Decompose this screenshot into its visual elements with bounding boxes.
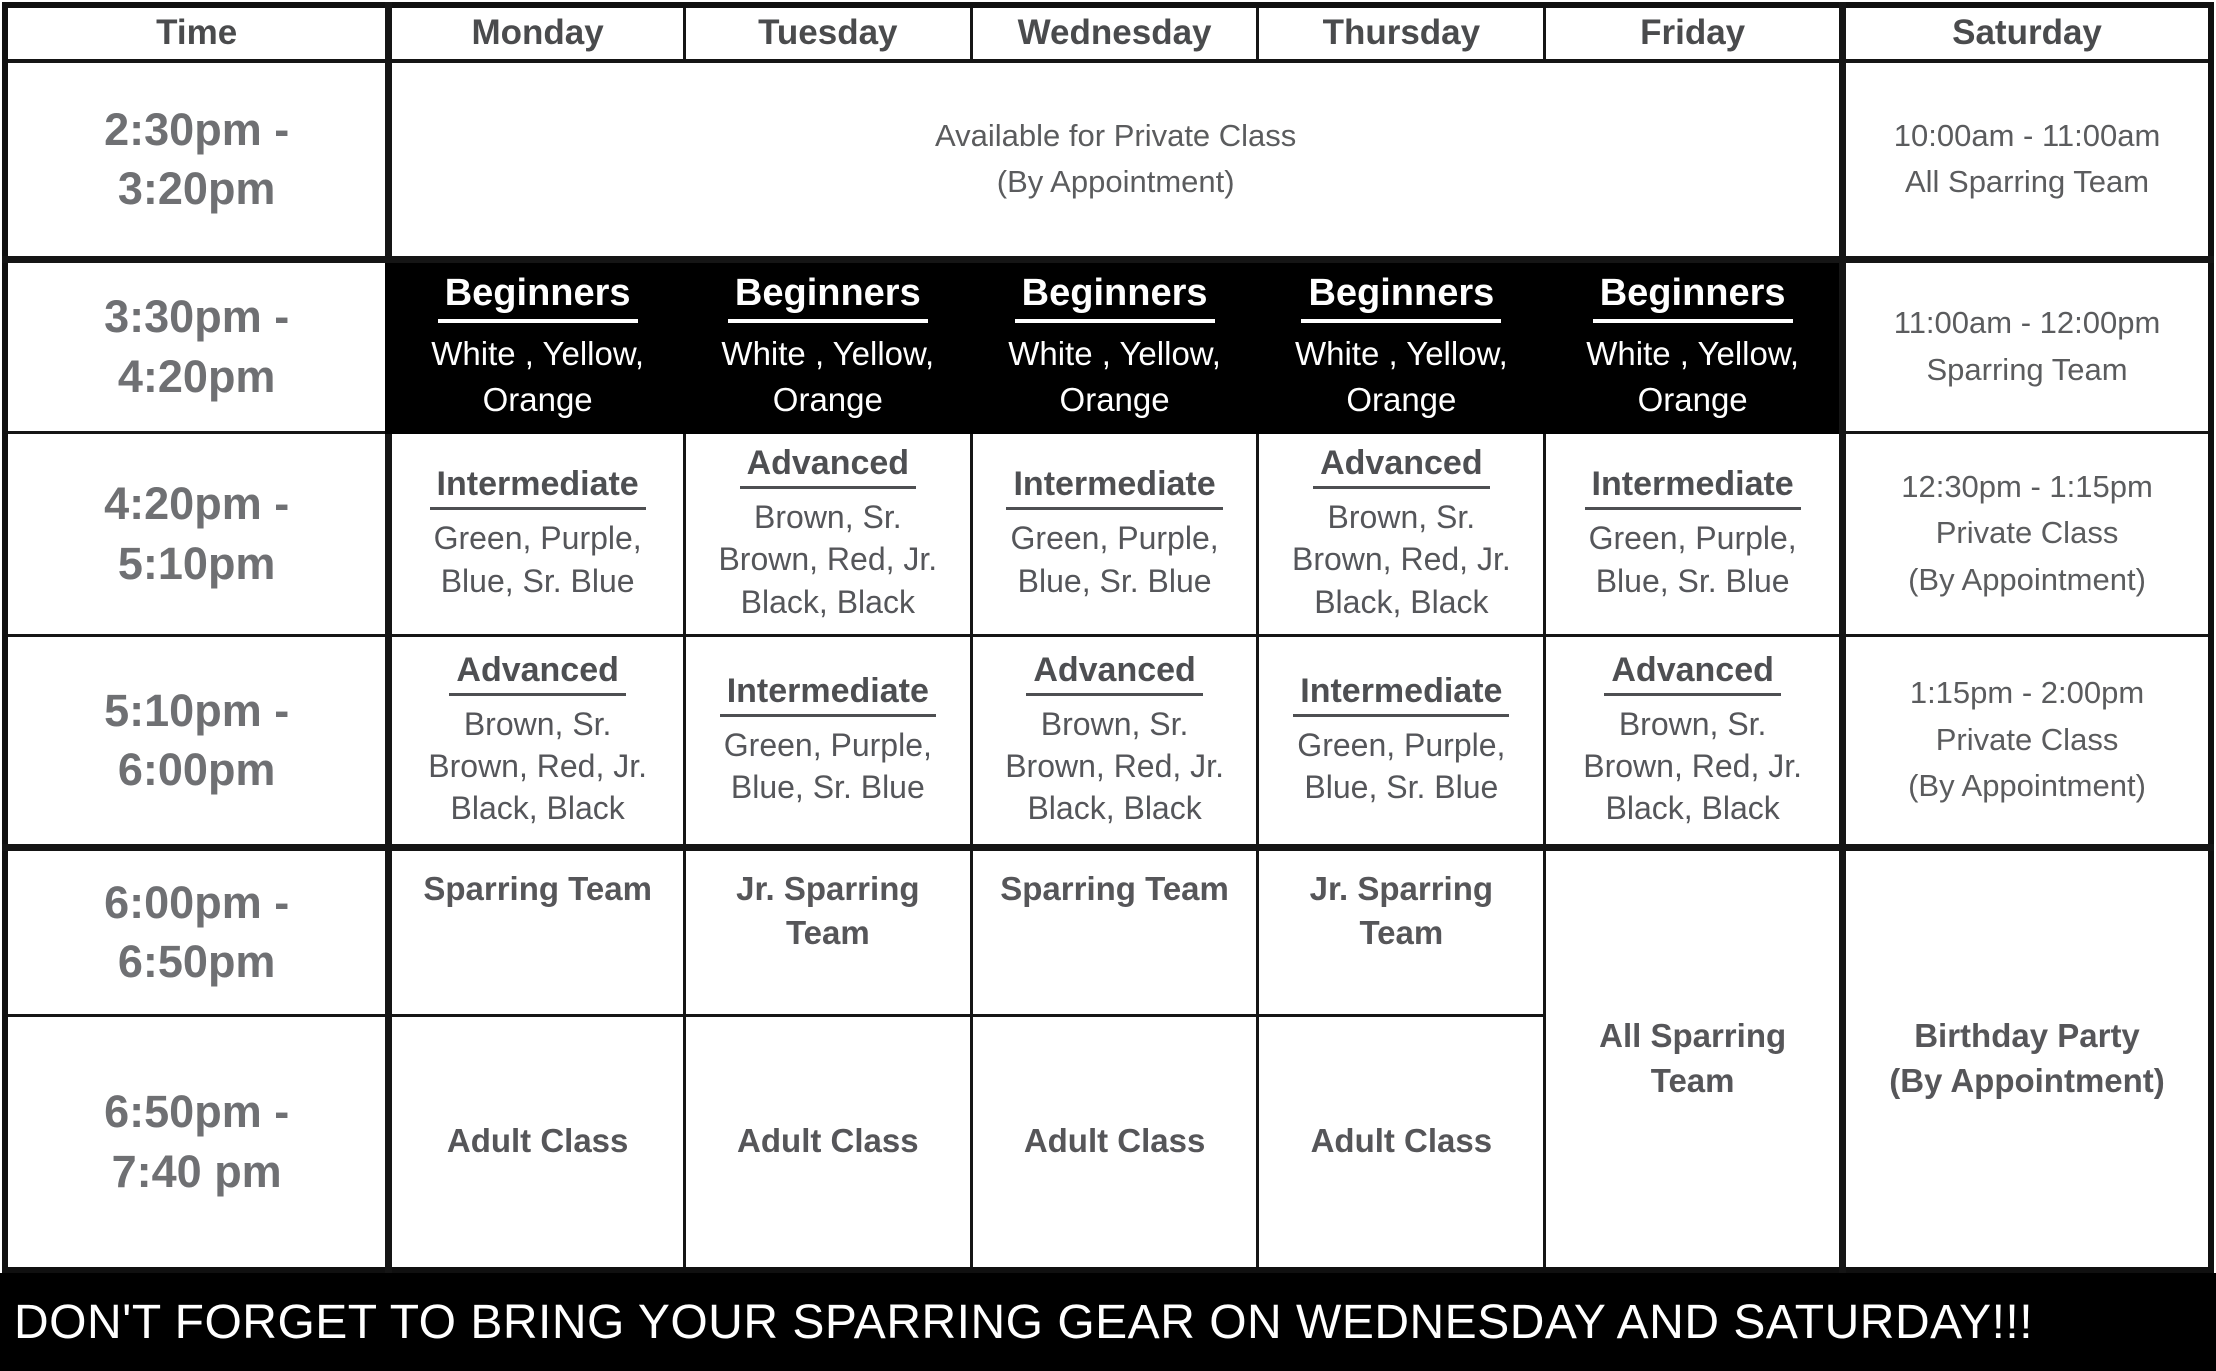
cell-sat-sparring-team: 11:00am - 12:00pm Sparring Team bbox=[1839, 257, 2213, 434]
class-belts: Green, Purple, Blue, Sr. Blue bbox=[723, 726, 932, 806]
reminder-banner: DON'T FORGET TO BRING YOUR SPARRING GEAR… bbox=[0, 1273, 2216, 1371]
row-230pm: 2:30pm - 3:20pm Available for Private Cl… bbox=[3, 59, 2213, 263]
cell-thursday-beginners: Beginners White , Yellow, Orange bbox=[1256, 257, 1547, 434]
time-slot-420pm: 4:20pm - 5:10pm bbox=[3, 430, 391, 637]
cell-friday-advanced-510: Advanced Brown, Sr. Brown, Red, Jr. Blac… bbox=[1543, 633, 1845, 851]
time-slot-230pm: 2:30pm - 3:20pm bbox=[3, 59, 391, 263]
row-420pm: 4:20pm - 5:10pm Intermediate Green, Purp… bbox=[3, 430, 2213, 637]
cell-thursday-advanced-420: Advanced Brown, Sr. Brown, Red, Jr. Blac… bbox=[1256, 430, 1547, 637]
row-330pm: 3:30pm - 4:20pm Beginners White , Yellow… bbox=[3, 257, 2213, 434]
cell-wednesday-beginners: Beginners White , Yellow, Orange bbox=[969, 257, 1260, 434]
class-level-title: Advanced bbox=[449, 651, 626, 696]
class-level-title: Beginners bbox=[1592, 272, 1793, 323]
cell-wednesday-intermediate-420: Intermediate Green, Purple, Blue, Sr. Bl… bbox=[969, 430, 1260, 637]
class-level-title: Intermediate bbox=[719, 672, 936, 717]
header-saturday: Saturday bbox=[1839, 3, 2213, 63]
header-wednesday: Wednesday bbox=[969, 3, 1260, 63]
cell-tuesday-adult-class: Adult Class bbox=[682, 1013, 973, 1272]
class-level-title: Beginners bbox=[437, 272, 638, 323]
class-level-title: Beginners bbox=[1301, 272, 1502, 323]
row-510pm: 5:10pm - 6:00pm Advanced Brown, Sr. Brow… bbox=[3, 633, 2213, 851]
cell-private-class-available: Available for Private Class (By Appointm… bbox=[385, 59, 1845, 263]
header-time: Time bbox=[3, 3, 391, 63]
class-belts: White , Yellow, Orange bbox=[1294, 334, 1508, 418]
class-belts: White , Yellow, Orange bbox=[1586, 334, 1800, 418]
cell-friday-all-sparring-team: All Sparring Team bbox=[1543, 845, 1845, 1272]
cell-sat-private-1230: 12:30pm - 1:15pm Private Class (By Appoi… bbox=[1839, 430, 2213, 637]
cell-tuesday-intermediate-510: Intermediate Green, Purple, Blue, Sr. Bl… bbox=[682, 633, 973, 851]
class-belts: Brown, Sr. Brown, Red, Jr. Black, Black bbox=[1005, 705, 1224, 827]
cell-thursday-adult-class: Adult Class bbox=[1256, 1013, 1547, 1272]
cell-tuesday-beginners: Beginners White , Yellow, Orange bbox=[682, 257, 973, 434]
cell-monday-beginners: Beginners White , Yellow, Orange bbox=[385, 257, 686, 434]
cell-monday-adult-class: Adult Class bbox=[385, 1013, 686, 1272]
class-level-title: Intermediate bbox=[1006, 465, 1223, 511]
class-level-title: Beginners bbox=[727, 272, 928, 323]
cell-tuesday-advanced-420: Advanced Brown, Sr. Brown, Red, Jr. Blac… bbox=[682, 430, 973, 637]
class-belts: White , Yellow, Orange bbox=[431, 334, 645, 418]
class-belts: Green, Purple, Blue, Sr. Blue bbox=[1010, 520, 1219, 599]
class-level-title: Advanced bbox=[1313, 444, 1490, 490]
class-level-title: Advanced bbox=[1604, 651, 1781, 696]
row-650pm: 6:50pm - 7:40 pm Adult Class Adult Class… bbox=[3, 1013, 2211, 1272]
cell-monday-advanced-510: Advanced Brown, Sr. Brown, Red, Jr. Blac… bbox=[385, 633, 686, 851]
class-belts: White , Yellow, Orange bbox=[721, 334, 935, 418]
cell-sat-birthday-party: Birthday Party (By Appointment) bbox=[1839, 845, 2213, 1272]
cell-sat-private-115: 1:15pm - 2:00pm Private Class (By Appoin… bbox=[1839, 633, 2213, 851]
cell-sat-all-sparring-team: 10:00am - 11:00am All Sparring Team bbox=[1839, 59, 2213, 263]
class-level-title: Advanced bbox=[739, 444, 917, 490]
cell-tuesday-jr-sparring-team: Jr. Sparring Team bbox=[682, 845, 973, 1017]
class-level-title: Intermediate bbox=[1584, 465, 1801, 511]
header-tuesday: Tuesday bbox=[682, 3, 973, 63]
class-belts: Brown, Sr. Brown, Red, Jr. Black, Black bbox=[428, 705, 648, 827]
class-belts: Green, Purple, Blue, Sr. Blue bbox=[1297, 726, 1506, 806]
cell-wednesday-advanced-510: Advanced Brown, Sr. Brown, Red, Jr. Blac… bbox=[969, 633, 1260, 851]
schedule-table: Time Monday Tuesday Wednesday Thursday F… bbox=[2, 2, 2214, 1273]
time-slot-650pm: 6:50pm - 7:40 pm bbox=[3, 1013, 391, 1272]
class-belts: Green, Purple, Blue, Sr. Blue bbox=[1588, 520, 1797, 599]
class-belts: Brown, Sr. Brown, Red, Jr. Black, Black bbox=[1291, 499, 1511, 620]
time-slot-330pm: 3:30pm - 4:20pm bbox=[3, 257, 391, 434]
cell-thursday-intermediate-510: Intermediate Green, Purple, Blue, Sr. Bl… bbox=[1256, 633, 1547, 851]
class-level-title: Advanced bbox=[1026, 651, 1203, 696]
class-level-title: Beginners bbox=[1014, 272, 1215, 323]
cell-thursday-jr-sparring-team: Jr. Sparring Team bbox=[1256, 845, 1547, 1017]
time-slot-510pm: 5:10pm - 6:00pm bbox=[3, 633, 391, 851]
cell-friday-intermediate-420: Intermediate Green, Purple, Blue, Sr. Bl… bbox=[1543, 430, 1845, 637]
class-level-title: Intermediate bbox=[1293, 672, 1510, 717]
class-belts: Green, Purple, Blue, Sr. Blue bbox=[433, 520, 642, 599]
header-friday: Friday bbox=[1543, 3, 1845, 63]
header-monday: Monday bbox=[385, 3, 686, 63]
cell-wednesday-sparring-team: Sparring Team bbox=[969, 845, 1260, 1017]
class-belts: Brown, Sr. Brown, Red, Jr. Black, Black bbox=[1583, 705, 1802, 827]
cell-monday-sparring-team: Sparring Team bbox=[385, 845, 686, 1017]
cell-wednesday-adult-class: Adult Class bbox=[969, 1013, 1260, 1272]
time-slot-600pm: 6:00pm - 6:50pm bbox=[3, 845, 391, 1017]
cell-monday-intermediate-420: Intermediate Green, Purple, Blue, Sr. Bl… bbox=[385, 430, 686, 637]
row-600pm: 6:00pm - 6:50pm Sparring Team Jr. Sparri… bbox=[3, 845, 2213, 1272]
class-belts: White , Yellow, Orange bbox=[1008, 334, 1221, 418]
class-level-title: Intermediate bbox=[429, 465, 646, 511]
class-belts: Brown, Sr. Brown, Red, Jr. Black, Black bbox=[718, 499, 938, 620]
cell-friday-beginners: Beginners White , Yellow, Orange bbox=[1543, 257, 1845, 434]
header-thursday: Thursday bbox=[1256, 3, 1547, 63]
header-row: Time Monday Tuesday Wednesday Thursday F… bbox=[3, 3, 2213, 63]
